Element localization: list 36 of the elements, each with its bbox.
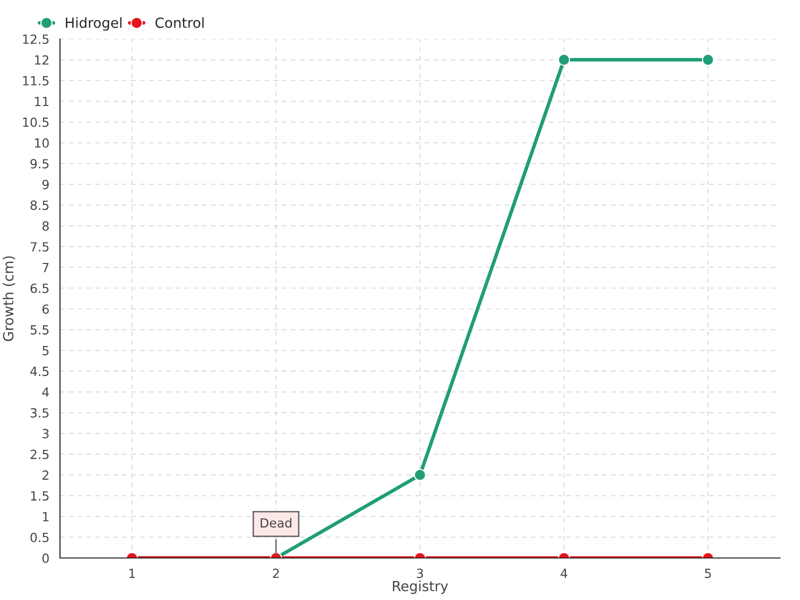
y-tick-label: 8.5 bbox=[30, 200, 48, 210]
x-axis-title: Registry bbox=[392, 580, 448, 594]
legend-label: Hidrogel bbox=[66, 17, 122, 31]
legend-label: Control bbox=[155, 17, 204, 28]
y-tick-label: 3 bbox=[42, 428, 49, 438]
x-tick-label: 1 bbox=[129, 568, 135, 578]
x-tick-label: 5 bbox=[704, 568, 711, 578]
x-tick-label: 3 bbox=[416, 568, 423, 578]
y-tick-label: 7 bbox=[42, 262, 49, 272]
x-tick-label: 4 bbox=[560, 568, 568, 578]
y-tick-label: 5 bbox=[42, 346, 48, 356]
y-tick-label: 12 bbox=[35, 55, 48, 65]
y-tick-label: 8 bbox=[42, 221, 49, 231]
annotation: Dead bbox=[260, 518, 292, 528]
y-tick-label: 10.5 bbox=[23, 118, 48, 127]
y-tick-label: 2.5 bbox=[30, 450, 48, 460]
y-tick-label: 9.5 bbox=[30, 159, 48, 168]
y-tick-label: 11.5 bbox=[23, 76, 48, 86]
y-tick-label: 1 bbox=[43, 512, 48, 522]
y-tick-label: 7.5 bbox=[30, 242, 48, 252]
y-tick-label: 10 bbox=[35, 138, 49, 148]
y-tick-label: 0 bbox=[42, 553, 49, 563]
y-tick-label: 1.5 bbox=[31, 491, 48, 501]
y-tick-label: 4.5 bbox=[30, 366, 48, 376]
y-tick-label: 6.5 bbox=[30, 284, 48, 294]
x-tick-label: 2 bbox=[272, 568, 279, 578]
y-tick-label: 11 bbox=[35, 96, 48, 106]
y-axis-title: Growth (cm) bbox=[2, 256, 16, 342]
y-tick-label: 5.5 bbox=[30, 325, 48, 335]
y-tick-label: 4 bbox=[42, 388, 49, 397]
y-tick-label: 2 bbox=[42, 470, 48, 480]
y-tick-label: 12.5 bbox=[23, 34, 48, 44]
y-tick-label: 3.5 bbox=[30, 408, 48, 418]
y-tick-label: 0.5 bbox=[30, 532, 48, 542]
y-tick-label: 9 bbox=[42, 180, 49, 190]
y-tick-label: 6 bbox=[42, 304, 49, 314]
